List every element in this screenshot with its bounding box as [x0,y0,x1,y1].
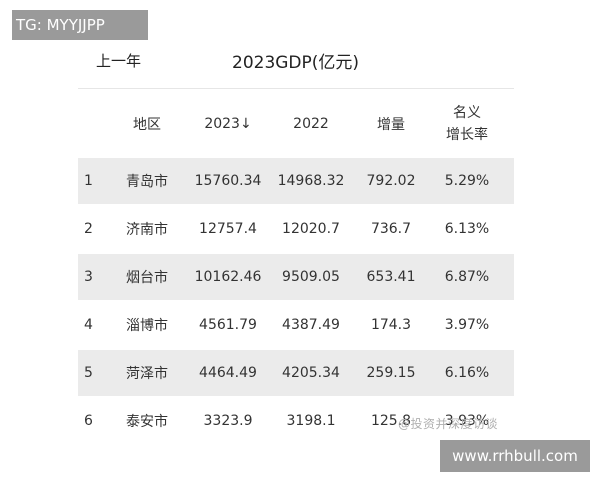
increase-cell: 259.15 [366,365,416,381]
region-cell: 青岛市 [126,174,168,190]
region-cell: 济南市 [126,222,168,238]
table-row: 5 菏泽市 4464.49 4205.34 259.15 6.16% [78,350,514,396]
header-increase: 增量 [377,117,405,133]
growth-cell: 3.93% [444,413,490,429]
url-badge[interactable]: www.rrhbull.com [440,440,590,472]
header-growth-line2: 增长率 [446,127,488,143]
region-cell: 淄博市 [126,318,168,334]
table-header-row: 地区 2023↓ 2022 增量 名义 增长率 [78,90,514,158]
growth-cell: 6.16% [444,365,490,381]
header-growth-line1: 名义 [453,105,481,121]
gdp-2022-cell: 12020.7 [282,221,340,237]
gdp-2023-cell: 4464.49 [199,365,257,381]
header-growth: 名义 增长率 [430,90,504,158]
tg-badge: TG: MYYJJPP [12,10,148,40]
header-divider [78,88,514,89]
table-row: 2 济南市 12757.4 12020.7 736.7 6.13% [78,206,514,252]
region-cell: 烟台市 [126,270,168,286]
header-region: 地区 [133,117,161,133]
gdp-2023-cell: 15760.34 [194,173,262,189]
table-row: 1 青岛市 15760.34 14968.32 792.02 5.29% [78,158,514,204]
gdp-2023-cell: 3323.9 [203,413,253,429]
rank-cell: 6 [84,413,93,429]
gdp-2022-cell: 4205.34 [282,365,340,381]
table-row: 6 泰安市 3323.9 3198.1 125.8 3.93% [78,398,514,444]
source-watermark: @投资并深度访谈 [398,417,499,431]
growth-cell: 5.29% [444,173,490,189]
gdp-table: 地区 2023↓ 2022 增量 名义 增长率 1 青岛市 15760.34 1… [78,90,514,444]
gdp-2022-cell: 14968.32 [277,173,345,189]
growth-cell: 6.13% [444,221,490,237]
header-2023-sort[interactable]: 2023↓ [204,116,252,132]
region-cell: 泰安市 [126,414,168,430]
header-2022: 2022 [293,116,329,132]
increase-cell: 736.7 [370,221,412,237]
rank-cell: 2 [84,221,93,237]
gdp-2023-cell: 12757.4 [199,221,257,237]
growth-cell: 6.87% [444,269,490,285]
gdp-2022-cell: 3198.1 [286,413,336,429]
rank-cell: 1 [84,173,93,189]
increase-cell: 174.3 [370,317,412,333]
increase-cell: 125.8 [370,413,412,429]
increase-cell: 792.02 [366,173,416,189]
region-cell: 菏泽市 [126,366,168,382]
rank-cell: 4 [84,317,93,333]
gdp-2023-cell: 10162.46 [194,269,262,285]
rank-cell: 3 [84,269,93,285]
growth-cell: 3.97% [444,317,490,333]
gdp-2023-cell: 4561.79 [199,317,257,333]
previous-year-label: 上一年 [96,52,142,70]
gdp-2022-cell: 4387.49 [282,317,340,333]
rank-cell: 5 [84,365,93,381]
table-row: 4 淄博市 4561.79 4387.49 174.3 3.97% [78,302,514,348]
table-title: 2023GDP(亿元) [232,53,360,73]
gdp-2022-cell: 9509.05 [282,269,340,285]
table-row: 3 烟台市 10162.46 9509.05 653.41 6.87% [78,254,514,300]
increase-cell: 653.41 [366,269,416,285]
